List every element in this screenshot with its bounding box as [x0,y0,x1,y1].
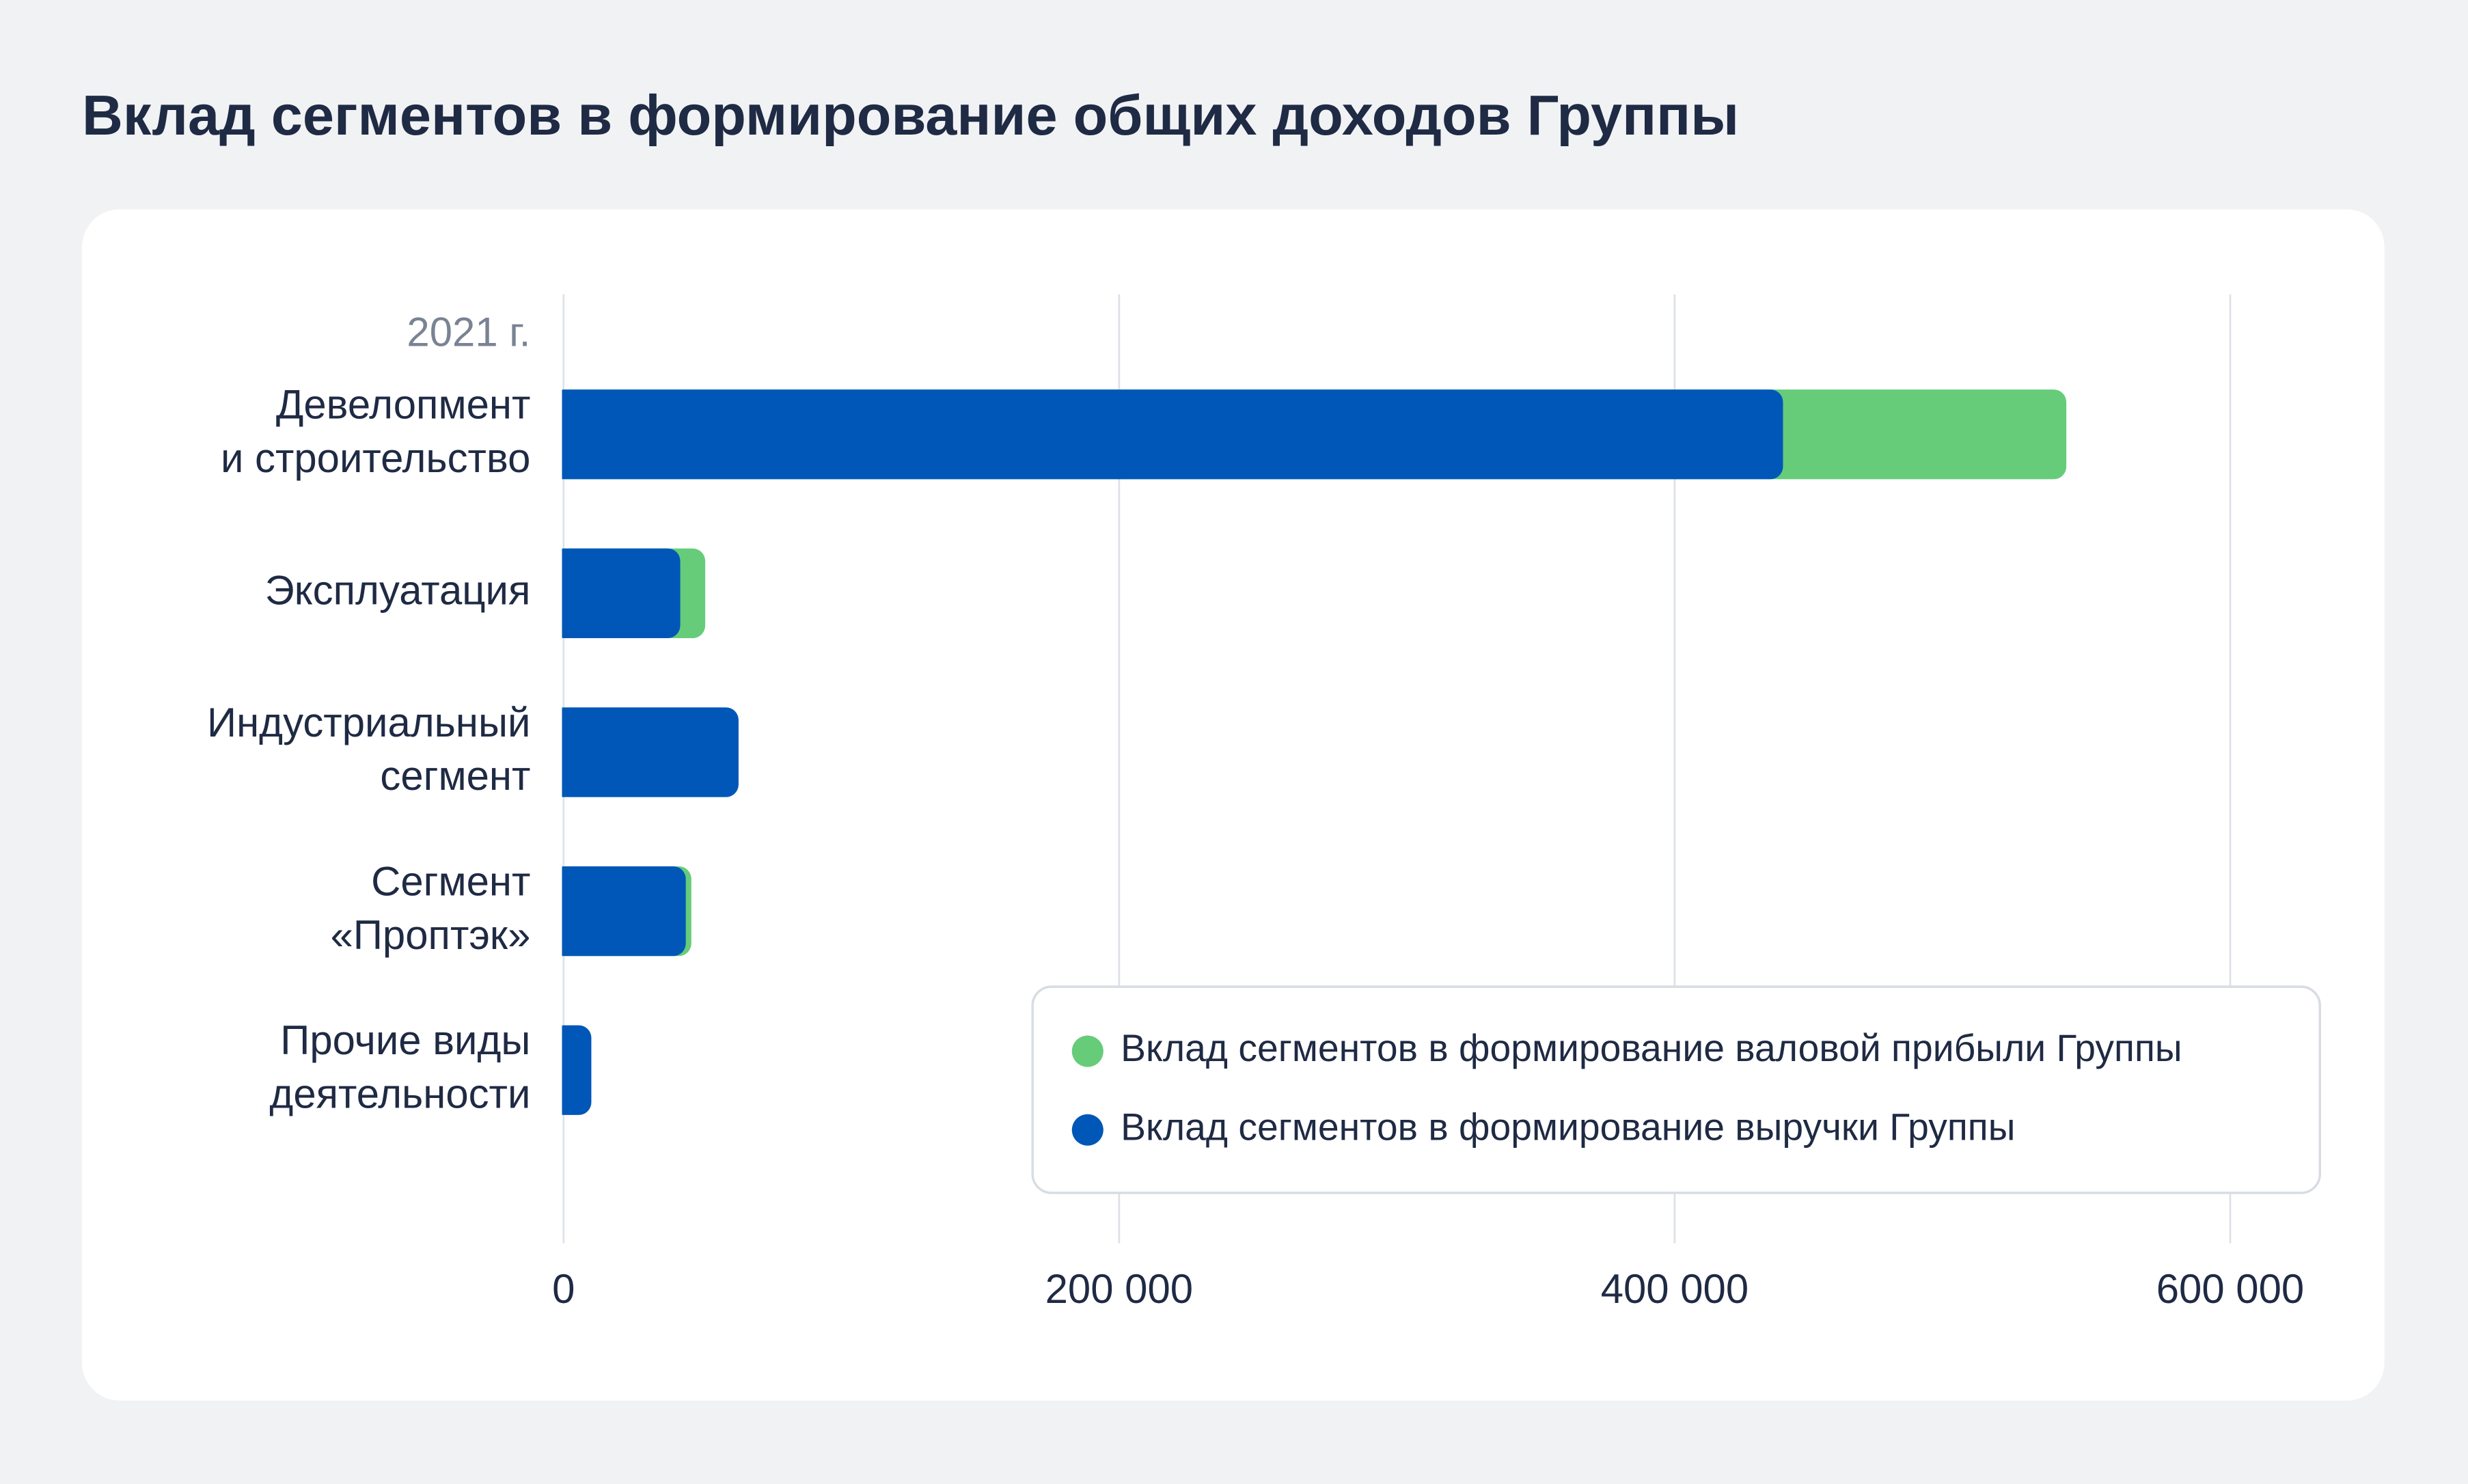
chart-title: Вклад сегментов в формирование общих дох… [82,83,1739,147]
x-tick-label: 0 [552,1266,575,1312]
y-tick-label: Эксплуатация [265,567,531,613]
legend: Вклад сегментов в формирование валовой п… [1031,985,2321,1194]
legend-box [1031,985,2321,1194]
bar [551,548,681,638]
bar [551,707,739,797]
legend-marker [1071,1114,1103,1146]
x-tick-label: 200 000 [1045,1266,1193,1312]
legend-marker [1071,1035,1103,1067]
x-tick-label: 400 000 [1601,1266,1749,1312]
bars [547,294,2067,1243]
x-tick-label: 600 000 [2156,1266,2304,1312]
axis-mask [547,294,562,1243]
y-tick-label: Сегмент «Проптэк» [331,858,531,957]
y-tick-label: Индустриальный сегмент [207,700,530,799]
subtitle: 2021 г. [407,309,530,355]
y-tick-label: Прочие виды деятельности [269,1017,530,1116]
bar [551,866,686,957]
legend-label: Вклад сегментов в формирование выручки Г… [1121,1105,2015,1148]
y-tick-label: Девелопмент и строительство [221,381,530,480]
legend-label: Вклад сегментов в формирование валовой п… [1121,1027,2182,1069]
bar [551,389,1783,480]
